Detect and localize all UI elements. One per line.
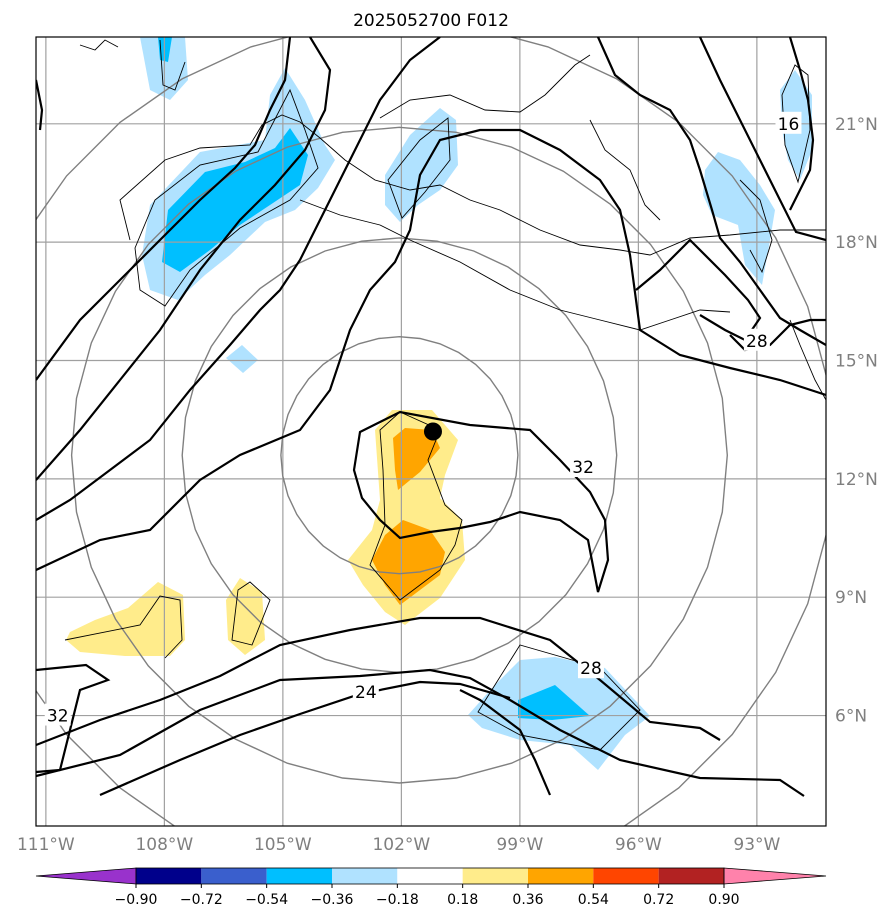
colorbar-tick-label: 0.90 [708,892,739,908]
contour-right-a [596,37,826,346]
colorbar-segment [201,868,267,884]
contour-label-bg [577,656,604,679]
contour-label: 24 [355,683,377,703]
border-line [379,54,591,119]
contour-long-b [36,37,441,521]
contour-label-bg [352,679,379,702]
contour-long-e [459,689,552,796]
contour-24-b [99,680,511,797]
contour-label: 16 [778,115,800,135]
colorbar-tick-label: −0.54 [245,892,288,908]
contour-long-c [36,37,332,481]
colorbar-tick-label: 0.18 [447,892,478,908]
contour-label: 32 [572,458,594,478]
colorbar-segment [658,868,724,884]
lat-tick-label: 18°N [835,233,878,253]
contour-right-c [788,37,815,211]
border-line [79,39,119,51]
contour-right-b [699,37,826,242]
lat-tick-label: 12°N [835,470,878,490]
colorbar-tick-label: 0.54 [578,892,609,908]
colorbar-extend-min [35,867,137,885]
contour-24-a [36,668,805,797]
yellow-region [66,582,185,656]
contour-label: 28 [580,659,602,679]
border-line [789,319,826,401]
latitude-tick-labels: 6°N 9°N 12°N 15°N 18°N 21°N [835,115,878,727]
colorbar-frame [135,867,725,885]
lon-tick-label: 99°W [496,835,543,855]
lon-tick-label: 102°W [372,835,430,855]
blue-region [162,128,308,272]
lon-tick-label: 105°W [254,835,312,855]
plot-frame [35,36,827,827]
lon-tick-label: 93°W [733,835,780,855]
contour-thin [387,117,451,219]
colorbar-tick-label: −0.36 [311,892,354,908]
light-blue-region [385,108,458,222]
lat-tick-label: 15°N [835,351,878,371]
contour-32-inner [352,410,610,593]
contour-thin [64,595,183,659]
contour-long-a [36,128,826,571]
range-ring [36,37,826,826]
range-ring [70,126,729,784]
contour-right-e [729,318,826,352]
colorbar-segment [397,868,463,884]
contour-labels: 32 28 24 32 28 16 [44,111,802,727]
colorbar: −0.90 −0.72 −0.54 −0.36 −0.18 0.18 0.36 0.54 0.7… [35,867,827,908]
colorbar-segment [332,868,398,884]
map-panel: 32 28 24 32 28 16 [36,37,826,826]
contour-thin [134,88,319,307]
range-ring [181,237,618,674]
range-ring [280,335,519,575]
colorbar-segment [266,868,332,884]
contour-long-d [36,37,292,381]
blue-region [518,685,590,720]
contour-label-bg [743,328,770,351]
colorbar-extend-max [723,867,827,885]
colorbar-tick-label: −0.18 [376,892,419,908]
contour-right-f [36,79,44,131]
contour-label: 32 [47,707,69,727]
contour-label: 28 [746,332,768,352]
contour-thin [231,581,271,646]
contour-label-bg [44,703,71,726]
contour-thin [477,644,641,751]
lat-tick-label: 6°N [835,707,867,727]
lon-tick-label: 111°W [17,835,75,855]
contour-thin [739,179,773,274]
thick-contours [36,37,826,797]
contour-thin [781,64,811,184]
colorbar-tick-label: −0.90 [115,892,158,908]
range-rings [36,37,826,826]
light-blue-region [226,345,258,373]
colorbar-segment [593,868,659,884]
lon-tick-label: 108°W [135,835,193,855]
lat-tick-label: 21°N [835,115,878,135]
colorbar-segment [136,868,202,884]
border-line [589,119,661,221]
contour-28 [36,616,721,747]
contour-label-bg [570,455,597,478]
contour-label-bg [775,111,802,134]
longitude-tick-labels: 111°W 108°W 105°W 102°W 99°W 96°W 93°W [17,835,781,855]
figure-title: 2025052700 F012 [353,11,509,31]
lon-tick-label: 96°W [615,835,662,855]
orange-region [393,428,440,490]
storm-center-marker [423,422,442,441]
contour-right-d [635,238,762,342]
colorbar-segment [528,868,594,884]
colorbar-tick-label: 0.36 [512,892,543,908]
colorbar-tick-label: 0.72 [643,892,674,908]
coastline [119,114,826,256]
contour-thin [159,39,186,91]
colorbar-segment [462,868,528,884]
lat-tick-label: 9°N [835,588,867,608]
colorbar-tick-label: −0.72 [180,892,223,908]
orange-region [372,520,445,605]
coastline [299,199,731,331]
